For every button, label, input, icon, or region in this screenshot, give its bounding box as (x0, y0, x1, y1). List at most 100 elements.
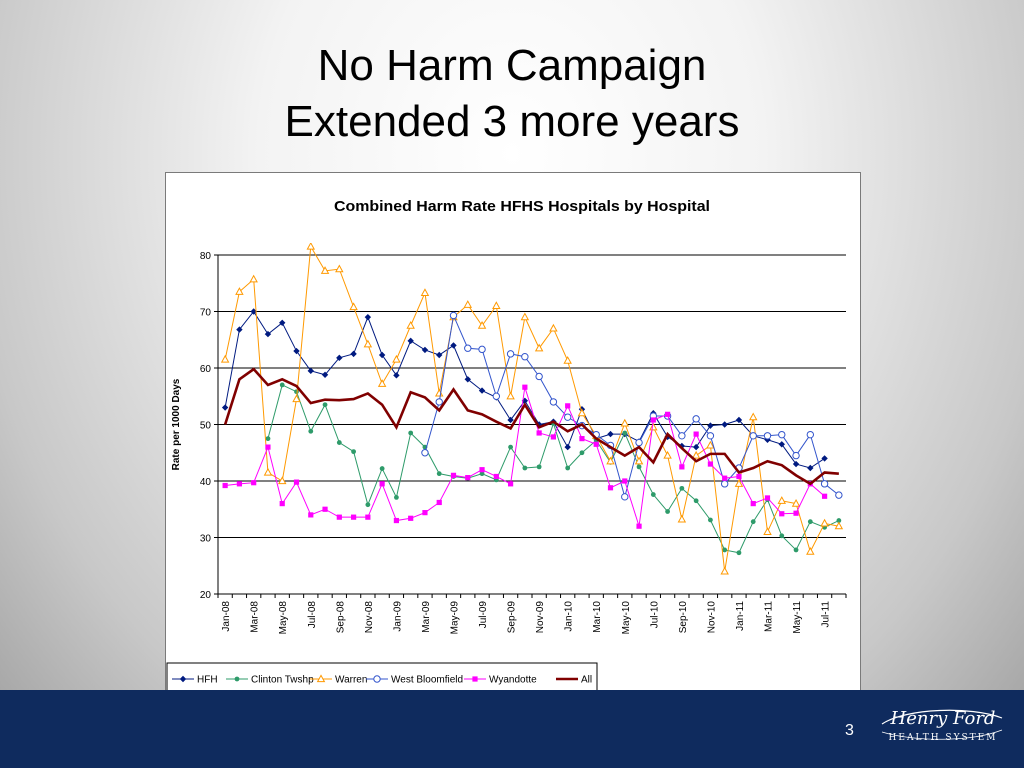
slide-title: No Harm Campaign Extended 3 more years (0, 38, 1024, 150)
svg-text:HEALTH SYSTEM: HEALTH SYSTEM (889, 733, 998, 743)
point-hfh (721, 421, 728, 428)
x-tick-label: May-10 (621, 601, 632, 635)
point-warren (577, 408, 587, 417)
point-warren (320, 266, 330, 274)
point-wyandotte (251, 480, 257, 486)
point-wyandotte (707, 461, 714, 467)
x-tick-label: Jul-09 (478, 601, 489, 629)
legend-item-warren: Warren (310, 674, 367, 686)
point-hfh (364, 313, 372, 321)
point-warren (392, 354, 401, 363)
point-wyandotte (350, 514, 357, 520)
point-hfh (407, 337, 414, 345)
x-tick-label: Jan-10 (564, 601, 575, 632)
point-west-bloomfield (563, 413, 572, 421)
point-warren (763, 527, 772, 535)
point-wyandotte (522, 384, 528, 390)
point-warren (663, 450, 672, 459)
point-hfh (236, 326, 243, 333)
point-hfh (279, 319, 286, 326)
point-wyandotte (222, 482, 228, 489)
point-clinton-twshp (693, 498, 699, 504)
point-clinton-twshp (836, 518, 842, 523)
legend-label-hfh: HFH (197, 675, 218, 686)
point-west-bloomfield (678, 432, 686, 440)
point-hfh (421, 346, 429, 354)
x-tick-label: Jan-08 (221, 601, 232, 632)
legend-item-hfh: HFH (172, 675, 218, 686)
y-tick-label: 80 (200, 251, 212, 262)
point-clinton-twshp (565, 465, 571, 471)
point-wyandotte (450, 472, 457, 478)
point-west-bloomfield (521, 353, 529, 361)
point-warren (263, 467, 273, 476)
point-clinton-twshp (365, 502, 371, 508)
point-warren (691, 450, 701, 459)
point-warren (734, 479, 744, 487)
point-wyandotte (750, 501, 756, 507)
point-wyandotte (365, 514, 371, 520)
point-west-bloomfield (635, 438, 643, 447)
point-west-bloomfield (621, 493, 629, 501)
point-wyandotte (465, 475, 471, 481)
y-tick-label: 70 (200, 308, 212, 319)
point-wyandotte (764, 495, 771, 501)
point-hfh (293, 347, 300, 355)
point-wyandotte (536, 430, 542, 436)
point-wyandotte (293, 479, 300, 485)
point-west-bloomfield (478, 345, 486, 354)
point-west-bloomfield (792, 451, 800, 460)
point-clinton-twshp (736, 550, 742, 556)
point-warren (363, 339, 373, 348)
point-wyandotte (422, 510, 428, 516)
point-clinton-twshp (708, 517, 713, 523)
point-wyandotte (736, 473, 742, 480)
x-tick-label: Mar-09 (421, 601, 432, 633)
series-all (223, 367, 839, 486)
point-hfh (735, 416, 743, 424)
x-tick-label: May-08 (278, 601, 289, 635)
point-west-bloomfield (492, 392, 501, 400)
x-tick-label: May-11 (792, 601, 803, 634)
point-warren (606, 456, 615, 465)
point-warren (777, 496, 787, 504)
point-clinton-twshp (650, 492, 656, 497)
x-tick-label: Sep-09 (507, 601, 518, 634)
point-clinton-twshp (394, 494, 399, 500)
point-hfh (607, 430, 614, 438)
point-hfh (450, 342, 457, 349)
point-clinton-twshp (622, 430, 628, 436)
point-hfh (692, 443, 700, 451)
point-clinton-twshp (636, 464, 642, 470)
point-hfh (521, 397, 529, 404)
point-warren (335, 264, 344, 273)
svg-text:Henry Ford: Henry Ford (890, 708, 996, 729)
point-warren (634, 456, 644, 465)
point-clinton-twshp (508, 444, 513, 450)
point-west-bloomfield (535, 372, 543, 381)
point-warren (492, 301, 501, 309)
x-tick-label: Jan-09 (392, 601, 403, 632)
point-west-bloomfield (464, 344, 472, 352)
point-hfh (436, 351, 443, 359)
point-clinton-twshp (479, 471, 485, 477)
x-tick-label: Jul-10 (649, 601, 660, 629)
point-warren (620, 418, 630, 427)
point-hfh (807, 464, 814, 472)
footer-bar (0, 690, 1024, 768)
point-wyandotte (236, 481, 243, 487)
x-tick-label: Nov-10 (706, 601, 717, 634)
point-wyandotte (336, 514, 342, 520)
point-wyandotte (379, 481, 385, 487)
point-clinton-twshp (351, 449, 356, 455)
series-warren (220, 243, 844, 575)
legend-label-wyandotte: Wyandotte (489, 675, 537, 686)
point-west-bloomfield (421, 449, 429, 457)
point-wyandotte (393, 517, 400, 524)
point-warren (820, 518, 829, 527)
point-clinton-twshp (665, 509, 670, 514)
point-hfh (321, 371, 329, 378)
x-tick-label: Mar-10 (592, 601, 603, 633)
point-warren (235, 287, 244, 295)
y-axis-label: Rate per 1000 Days (171, 378, 182, 470)
